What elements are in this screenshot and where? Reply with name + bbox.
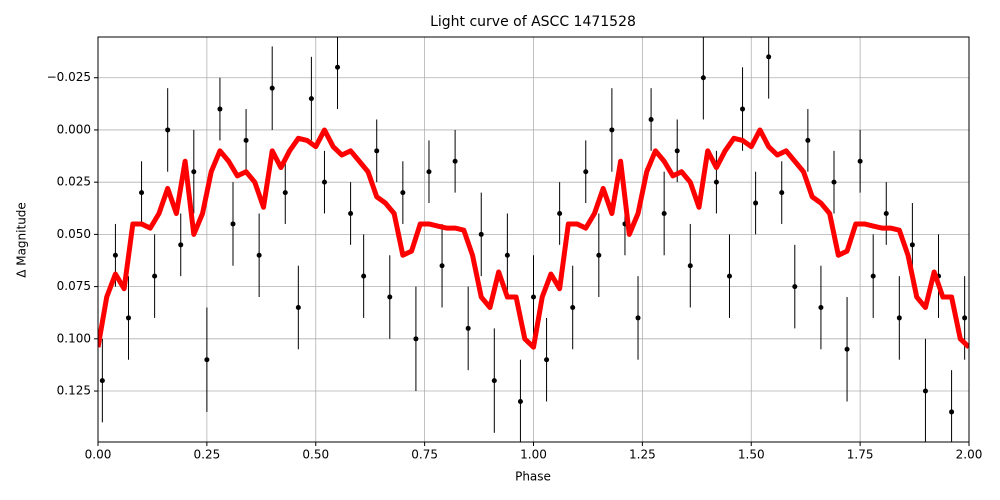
data-point xyxy=(870,273,876,279)
data-point xyxy=(883,210,889,216)
data-point xyxy=(413,336,419,342)
data-point xyxy=(165,127,171,133)
y-tick-label: 0.075 xyxy=(57,279,91,293)
y-axis-label: Δ Magnitude xyxy=(15,202,29,278)
data-point xyxy=(687,263,693,269)
data-point xyxy=(896,315,902,321)
y-tick-label: 0.000 xyxy=(57,122,91,136)
data-point xyxy=(348,210,354,216)
x-tick-label: 0.25 xyxy=(194,448,221,462)
data-point xyxy=(609,127,615,133)
data-point xyxy=(753,200,759,206)
chart-title: Light curve of ASCC 1471528 xyxy=(430,14,636,30)
data-point xyxy=(400,190,406,196)
data-point xyxy=(491,378,497,384)
x-tick-label: 1.50 xyxy=(738,448,765,462)
y-tick-label: 0.050 xyxy=(57,227,91,241)
y-tick-label: 0.025 xyxy=(57,175,91,189)
data-point xyxy=(439,263,445,269)
data-point xyxy=(243,137,249,143)
x-tick-label: 0.00 xyxy=(85,448,112,462)
data-point xyxy=(766,54,772,60)
data-point xyxy=(465,325,471,331)
data-point xyxy=(191,169,197,175)
data-point xyxy=(661,210,667,216)
data-point xyxy=(217,106,223,112)
data-point xyxy=(818,304,824,310)
data-point xyxy=(152,273,158,279)
data-point xyxy=(335,64,341,70)
data-point xyxy=(909,242,915,248)
data-point xyxy=(713,179,719,185)
data-point xyxy=(452,158,458,164)
data-point xyxy=(557,210,563,216)
data-point xyxy=(321,179,327,185)
x-axis-label: Phase xyxy=(515,470,551,484)
data-point xyxy=(949,409,955,415)
data-point xyxy=(204,357,210,363)
x-tick-label: 1.75 xyxy=(847,448,874,462)
data-point xyxy=(726,273,732,279)
data-point xyxy=(857,158,863,164)
data-point xyxy=(922,388,928,394)
data-point xyxy=(962,315,968,321)
data-point xyxy=(478,231,484,237)
data-point xyxy=(256,252,262,258)
data-point xyxy=(374,148,380,154)
data-point xyxy=(544,357,550,363)
data-point xyxy=(125,315,131,321)
data-point xyxy=(674,148,680,154)
data-point xyxy=(596,252,602,258)
data-point xyxy=(570,304,576,310)
data-point xyxy=(230,221,236,227)
x-tick-label: 0.50 xyxy=(302,448,329,462)
trend-line xyxy=(98,127,969,350)
data-point xyxy=(308,96,314,102)
data-point xyxy=(648,117,654,123)
data-point xyxy=(112,252,118,258)
y-tick-label: −0.025 xyxy=(47,70,91,84)
data-point xyxy=(504,252,510,258)
data-point xyxy=(740,106,746,112)
data-point xyxy=(531,294,536,300)
data-point xyxy=(178,242,184,248)
data-point xyxy=(269,85,275,91)
x-tick-label: 1.00 xyxy=(520,448,547,462)
data-point xyxy=(583,169,589,175)
plot-frame xyxy=(97,36,970,443)
y-tick-label: 0.100 xyxy=(57,331,91,345)
data-point xyxy=(517,398,523,404)
data-point xyxy=(844,346,850,352)
data-point xyxy=(295,304,301,310)
x-tick-label: 1.25 xyxy=(629,448,656,462)
x-tick-label: 2.00 xyxy=(956,448,983,462)
data-point xyxy=(635,315,641,321)
data-point xyxy=(99,378,105,384)
plot-area xyxy=(98,37,969,442)
data-point xyxy=(426,169,432,175)
data-point xyxy=(792,284,798,290)
y-tick-label: 0.125 xyxy=(57,384,91,398)
data-point xyxy=(805,137,811,143)
data-point xyxy=(831,179,837,185)
data-point xyxy=(387,294,393,300)
data-point xyxy=(282,190,288,196)
data-point xyxy=(361,273,367,279)
x-tick-label: 0.75 xyxy=(411,448,438,462)
data-point xyxy=(700,75,706,81)
data-point xyxy=(139,190,145,196)
data-point xyxy=(779,190,785,196)
